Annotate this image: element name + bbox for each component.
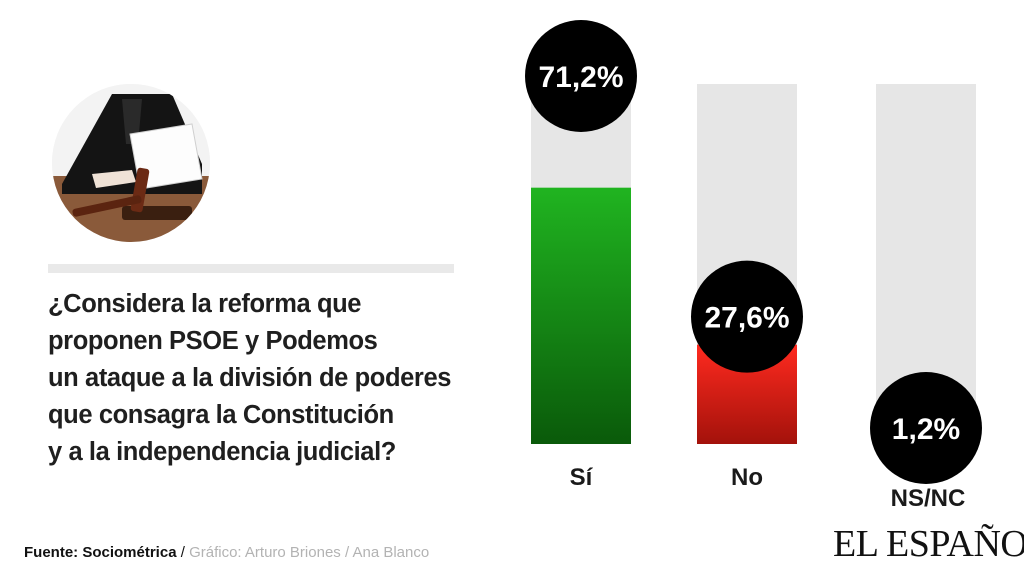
graphic-credits: Gráfico: Arturo Briones / Ana Blanco xyxy=(189,544,430,561)
value-badge xyxy=(525,20,637,132)
value-badge xyxy=(870,372,982,484)
source-separator: / xyxy=(176,544,190,561)
question-line: y a la independencia judicial? xyxy=(48,438,396,466)
survey-question: ¿Considera la reforma que proponen PSOE … xyxy=(48,286,518,471)
question-line: proponen PSOE y Podemos xyxy=(48,327,378,355)
value-label: 1,2% xyxy=(892,413,960,446)
divider-rule xyxy=(48,264,454,273)
question-line: un ataque a la división de poderes xyxy=(48,364,452,392)
category-label: No xyxy=(731,464,763,491)
judge-gavel-icon xyxy=(52,84,210,242)
question-line: que consagra la Constitución xyxy=(48,401,394,429)
el-espanol-logo: EL ESPAÑOL xyxy=(833,523,1024,565)
question-line: ¿Considera la reforma que xyxy=(48,290,362,318)
judge-photo xyxy=(52,84,210,242)
source-line: Fuente: Sociométrica / Gráfico: Arturo B… xyxy=(24,544,429,561)
value-label: 71,2% xyxy=(538,61,623,94)
bar-si xyxy=(531,187,631,444)
category-label: NS/NC xyxy=(891,485,966,512)
category-label: Sí xyxy=(570,464,594,491)
value-badge xyxy=(691,260,803,373)
source-label: Fuente: Sociométrica xyxy=(24,544,177,561)
value-label: 27,6% xyxy=(704,302,789,335)
